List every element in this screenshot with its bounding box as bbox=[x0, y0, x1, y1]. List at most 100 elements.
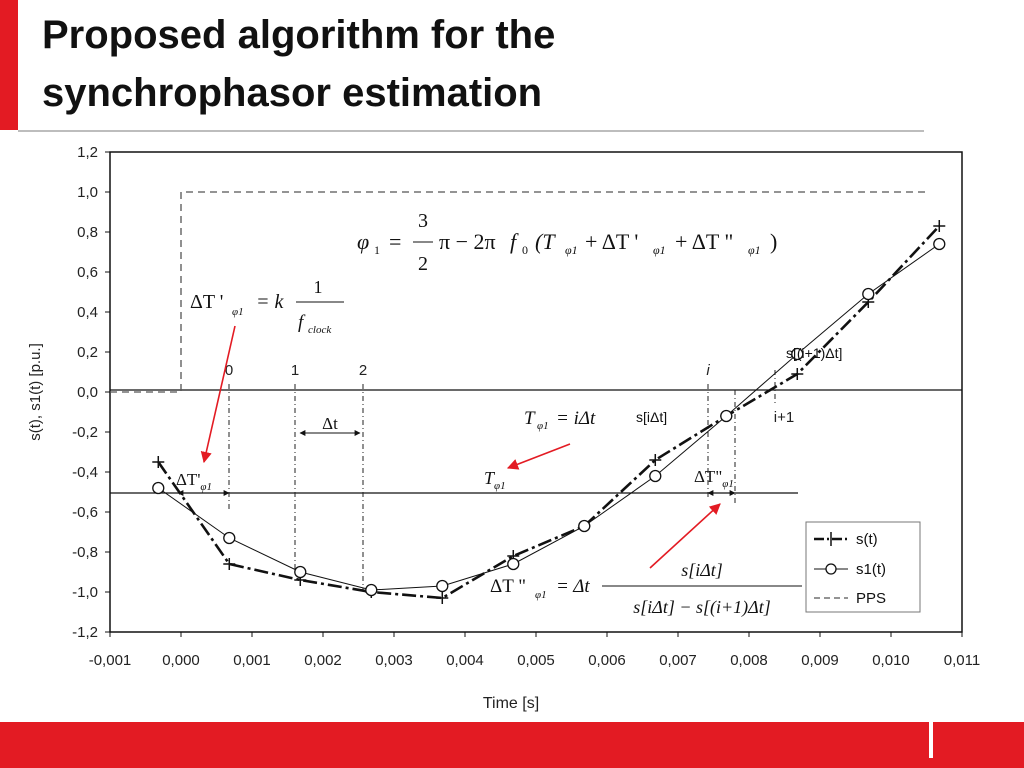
y-tick-label: -0,4 bbox=[72, 464, 98, 481]
svg-text:= k: = k bbox=[256, 291, 284, 313]
legend-box bbox=[805, 521, 921, 613]
red-arrow-delta-t-prime bbox=[200, 325, 236, 464]
svg-text:0: 0 bbox=[522, 243, 528, 257]
svg-text:=: = bbox=[389, 229, 401, 254]
series-s1-point bbox=[152, 481, 165, 495]
sample-label-1: 1 bbox=[291, 362, 299, 379]
slide-title: Proposed algorithm for the synchrophasor… bbox=[42, 6, 922, 122]
svg-text:2: 2 bbox=[418, 253, 428, 275]
slide-title-line-2: synchrophasor estimation bbox=[42, 71, 543, 115]
svg-text:ΔT ": ΔT " bbox=[490, 576, 526, 597]
y-tick-label: -1,0 bbox=[72, 584, 98, 601]
y-tick-label: -0,2 bbox=[72, 424, 98, 441]
x-tick-label: 0,005 bbox=[517, 652, 555, 669]
y-tick-label: 1,0 bbox=[77, 184, 98, 201]
y-tick-label: 0,2 bbox=[77, 344, 98, 361]
y-tick-label: 0,6 bbox=[77, 264, 98, 281]
title-divider bbox=[18, 130, 924, 132]
x-tick-label: 0,003 bbox=[375, 652, 413, 669]
svg-text:φ1: φ1 bbox=[653, 243, 666, 257]
series-s1-point bbox=[649, 469, 662, 483]
legend-label-pps: PPS bbox=[856, 590, 886, 607]
svg-text:φ: φ bbox=[357, 229, 369, 254]
delta-t-prime-label: ΔT'φ1 bbox=[176, 470, 212, 493]
legend: s(t) s1(t) PPS bbox=[805, 521, 921, 613]
svg-text:): ) bbox=[770, 229, 777, 254]
series-s-point bbox=[649, 454, 662, 466]
y-tick-label: 0,0 bbox=[77, 384, 98, 401]
y-tick-label: -0,8 bbox=[72, 544, 98, 561]
series-s-point bbox=[436, 592, 449, 604]
svg-text:φ1: φ1 bbox=[748, 243, 761, 257]
series-s1-point bbox=[507, 557, 520, 571]
svg-text:φ1: φ1 bbox=[565, 243, 578, 257]
t-phi-label: Tφ1 bbox=[484, 468, 506, 492]
formula-t-phi: T φ1 = iΔt bbox=[524, 408, 596, 432]
svg-text:s[iΔt]: s[iΔt] bbox=[681, 560, 723, 580]
x-tick-label: 0,006 bbox=[588, 652, 626, 669]
red-arrow-delta-t-dprime bbox=[649, 503, 721, 569]
y-tick-label: 1,2 bbox=[77, 144, 98, 161]
svg-text:1: 1 bbox=[314, 277, 323, 297]
svg-text:3: 3 bbox=[418, 210, 428, 232]
svg-text:+ ΔT ": + ΔT " bbox=[675, 229, 733, 254]
x-tick-label: 0,009 bbox=[801, 652, 839, 669]
svg-text:φ1: φ1 bbox=[537, 420, 549, 432]
delta-t-label: Δt bbox=[322, 414, 338, 433]
svg-text:f: f bbox=[510, 229, 519, 254]
series-s1-point bbox=[933, 237, 946, 251]
sample-label-i: i bbox=[706, 362, 710, 379]
red-arrow-t-phi bbox=[506, 443, 571, 470]
y-axis-label: s(t), s1(t) [p.u.] bbox=[27, 343, 44, 441]
series-s1-point bbox=[720, 409, 733, 423]
y-tick-label: 0,8 bbox=[77, 224, 98, 241]
delta-t-dprime-label: ΔT"φ1 bbox=[694, 467, 734, 490]
series-s1-point bbox=[862, 287, 875, 301]
svg-text:f: f bbox=[298, 312, 306, 333]
series-s-point bbox=[791, 368, 804, 380]
legend-item-s: s(t) bbox=[814, 531, 878, 548]
series-s1-point bbox=[791, 347, 804, 361]
formula-delta-t-prime: ΔT ' φ1 = k 1 f clock bbox=[190, 277, 344, 336]
svg-text:φ1: φ1 bbox=[232, 306, 244, 318]
y-axis-ticks: 1,2 1,0 0,8 0,6 0,4 0,2 0,0 -0,2 -0,4 -0,6 -0,8 -1,… bbox=[72, 144, 110, 641]
y-tick-label: -0,6 bbox=[72, 504, 98, 521]
svg-text:= iΔt: = iΔt bbox=[556, 408, 596, 429]
series-s-point bbox=[152, 456, 165, 468]
footer-mark bbox=[929, 714, 933, 758]
svg-text:s[iΔt] − s[(i+1)Δt]: s[iΔt] − s[(i+1)Δt] bbox=[633, 597, 770, 618]
x-tick-label: 0,002 bbox=[304, 652, 342, 669]
svg-text:ΔT ': ΔT ' bbox=[190, 291, 223, 313]
y-tick-label: 0,4 bbox=[77, 304, 98, 321]
s-i-plus-1-label: s[(i+1)Δt] bbox=[786, 345, 842, 361]
chart: 1,2 1,0 0,8 0,6 0,4 0,2 0,0 -0,2 -0,4 -0,6 -0,8 -1,… bbox=[27, 144, 980, 712]
svg-text:+ ΔT ': + ΔT ' bbox=[585, 229, 638, 254]
legend-item-pps: PPS bbox=[814, 590, 886, 607]
legend-label-s1: s1(t) bbox=[856, 561, 886, 578]
series-s1-point bbox=[294, 565, 307, 579]
legend-label-s: s(t) bbox=[856, 531, 878, 548]
s-i-label: s[iΔt] bbox=[636, 409, 667, 425]
legend-item-s1: s1(t) bbox=[814, 561, 886, 578]
svg-text:(T: (T bbox=[535, 229, 556, 254]
svg-text:= Δt: = Δt bbox=[556, 576, 590, 597]
footer-bar bbox=[0, 722, 1024, 768]
x-axis-ticks: -0,001 0,000 0,001 0,002 0,003 0,004 0,005 0,00… bbox=[89, 632, 980, 669]
x-tick-label: 0,008 bbox=[730, 652, 768, 669]
series-s-line bbox=[157, 225, 941, 600]
svg-text:clock: clock bbox=[308, 324, 332, 336]
sample-label-i-plus-1: i+1 bbox=[774, 409, 794, 426]
formula-delta-t-dprime: ΔT " φ1 = Δt s[iΔt] s[iΔt] − s[(i+1)Δt] bbox=[490, 560, 802, 618]
series-layer bbox=[110, 191, 946, 604]
series-s-point bbox=[933, 220, 946, 232]
series-s-point bbox=[223, 558, 236, 570]
formula-phi1: φ 1 = 3 2 π − 2π f 0 (T φ1 + ΔT ' φ1 + Δ… bbox=[357, 210, 777, 275]
x-tick-label: 0,001 bbox=[233, 652, 271, 669]
slide-title-line-1: Proposed algorithm for the bbox=[42, 13, 556, 57]
sample-label-0: 0 bbox=[225, 362, 233, 379]
series-s1-line bbox=[158, 243, 940, 591]
x-tick-label: 0,011 bbox=[944, 652, 980, 669]
x-tick-label: 0,010 bbox=[872, 652, 910, 669]
title-accent-bar bbox=[0, 0, 18, 130]
series-s1-point bbox=[223, 531, 236, 545]
